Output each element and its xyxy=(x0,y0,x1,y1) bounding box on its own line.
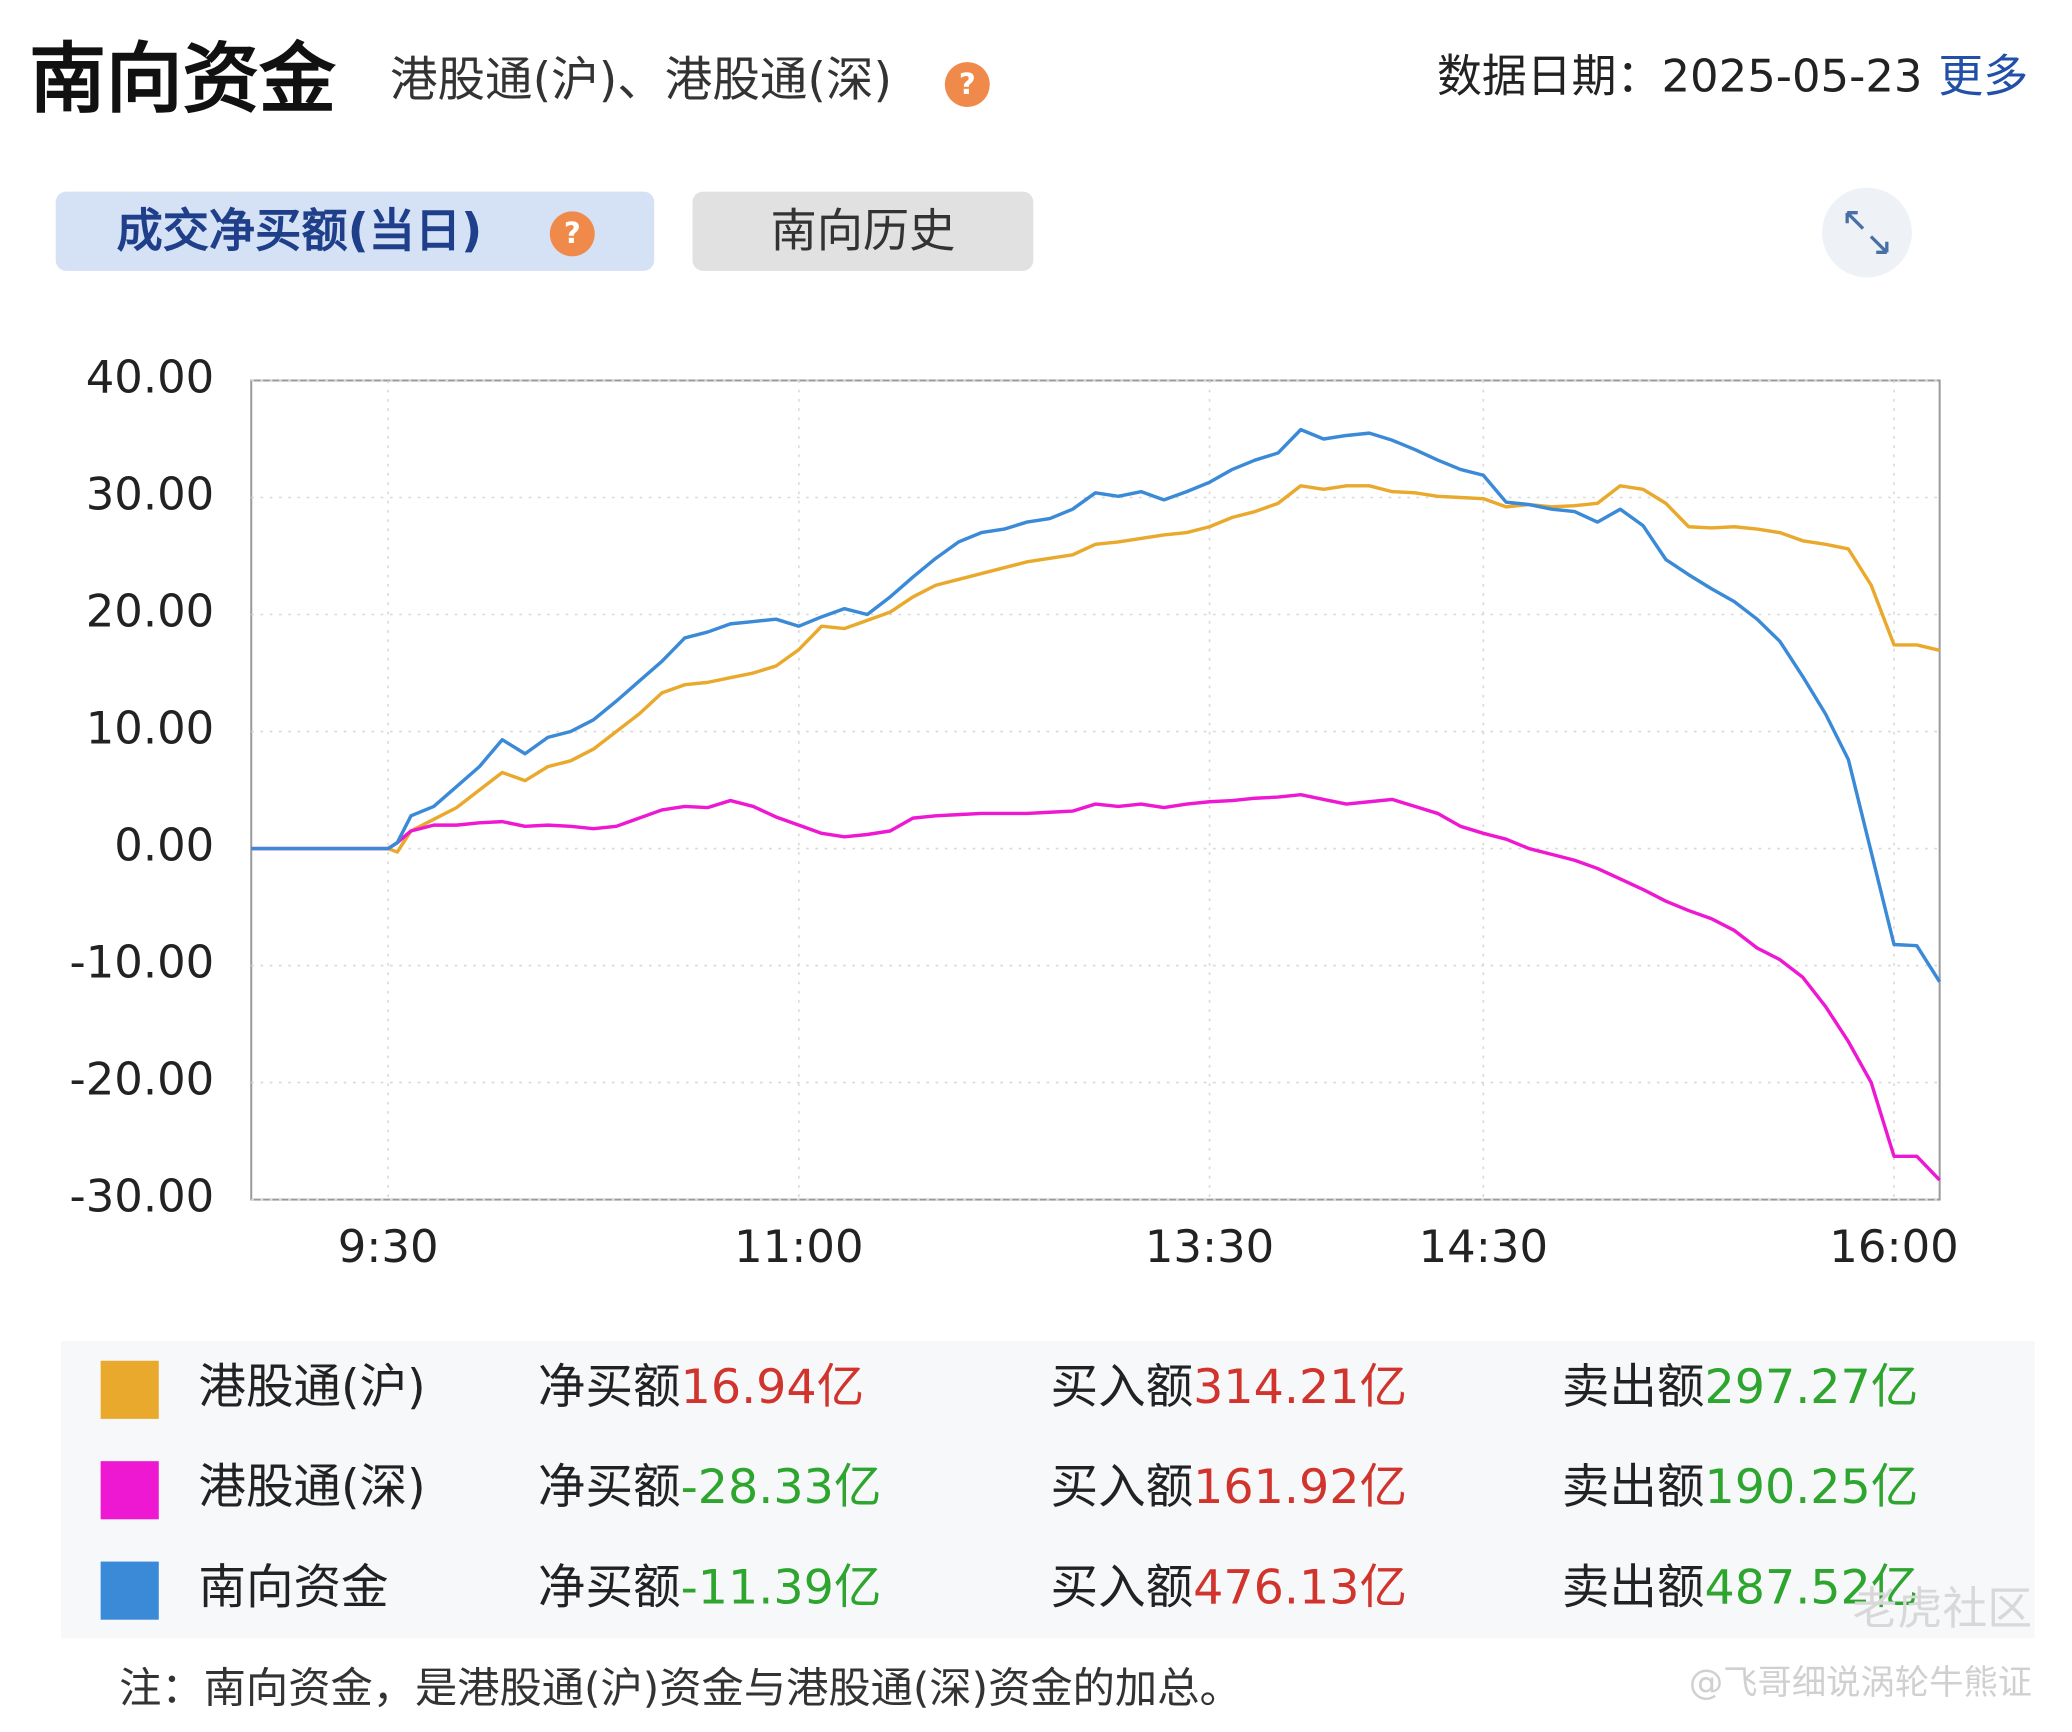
x-tick-label: 14:30 xyxy=(1419,1220,1548,1273)
stat: 卖出额190.25亿 xyxy=(1562,1460,1919,1515)
stat-label: 净买额 xyxy=(538,1561,681,1616)
date: 数据日期：2025-05-23 xyxy=(1437,49,1923,102)
stat: 买入额476.13亿 xyxy=(1051,1561,1408,1616)
stat-label: 买入额 xyxy=(1051,1561,1194,1616)
help-icon-text[interactable]: ? xyxy=(564,216,581,250)
legend-swatch xyxy=(100,1360,159,1419)
y-tick-label: 20.00 xyxy=(86,585,215,638)
series-line xyxy=(251,792,1941,1182)
y-tick-label: -30.00 xyxy=(69,1170,214,1223)
help-icon-text[interactable]: ? xyxy=(959,67,976,101)
stat-label: 卖出额 xyxy=(1562,1360,1705,1415)
note: 注：南向资金，是港股通(沪)资金与港股通(深)资金的加总。 xyxy=(119,1664,1242,1713)
stat-label: 净买额 xyxy=(538,1460,681,1515)
y-tick-label: 30.00 xyxy=(86,467,215,520)
x-tick-label: 9:30 xyxy=(338,1220,439,1273)
x-tick-label: 13:30 xyxy=(1145,1220,1274,1273)
subtitle: 港股通(沪)、港股通(深) xyxy=(390,53,892,108)
stat: 净买额-11.39亿 xyxy=(538,1561,881,1616)
stat-label: 买入额 xyxy=(1051,1460,1194,1515)
stat: 净买额-28.33亿 xyxy=(538,1460,881,1515)
y-tick-label: -20.00 xyxy=(69,1053,214,1106)
date-value: 2025-05-23 xyxy=(1661,49,1922,102)
watermark: 老虎社区 xyxy=(1853,1582,2033,1635)
stat-value: 297.27亿 xyxy=(1704,1360,1918,1415)
tab-label[interactable]: 成交净买额(当日) xyxy=(116,203,482,257)
stat: 净买额16.94亿 xyxy=(538,1360,864,1415)
help-icon[interactable] xyxy=(944,62,990,108)
plot: 40.00 30.00 20.00 10.00 0.00 -10.00 -20.00 -30.… xyxy=(69,350,1958,1272)
stat-value: 314.21亿 xyxy=(1193,1360,1407,1415)
series-line xyxy=(251,427,1942,983)
stat-value: 16.94亿 xyxy=(681,1360,865,1415)
stat-label: 净买额 xyxy=(538,1360,681,1415)
legend-swatch xyxy=(100,1461,159,1520)
x-tick-label: 11:00 xyxy=(734,1220,863,1273)
x-tick-label: 16:00 xyxy=(1829,1220,1958,1273)
series-line xyxy=(251,484,1941,854)
y-tick-label: 40.00 xyxy=(86,350,215,403)
legend-label: 港股通(深) xyxy=(198,1460,425,1515)
legend-panel xyxy=(61,1340,2035,1639)
stat-value: -11.39亿 xyxy=(681,1561,882,1616)
stat-value: -28.33亿 xyxy=(681,1460,882,1515)
tab-label[interactable]: 南向历史 xyxy=(770,203,955,257)
legend-label: 南向资金 xyxy=(198,1561,388,1616)
y-tick-label: 0.00 xyxy=(114,819,214,872)
more-link[interactable]: 更多 xyxy=(1938,49,2028,102)
legend: 港股通(沪) 净买额16.94亿 买入额314.21亿 卖出额297.27亿港股通(深… xyxy=(100,1360,1919,1620)
stat-value: 487.52亿 xyxy=(1704,1561,1918,1616)
stat-value: 161.92亿 xyxy=(1193,1460,1407,1515)
tab[interactable] xyxy=(692,191,1034,271)
stat-value: 476.13亿 xyxy=(1193,1561,1407,1616)
date-label: 数据日期： xyxy=(1437,49,1662,102)
page-title: 南向资金 xyxy=(29,36,336,125)
plot-frame xyxy=(250,379,1941,1201)
stat: 买入额314.21亿 xyxy=(1051,1360,1408,1415)
stat: 卖出额297.27亿 xyxy=(1562,1360,1919,1415)
expand-icon[interactable] xyxy=(1845,211,1889,254)
y-tick-label: -10.00 xyxy=(69,936,214,989)
expand-button[interactable] xyxy=(1822,187,1912,278)
stat-label: 卖出额 xyxy=(1562,1561,1705,1616)
y-tick-label: 10.00 xyxy=(86,702,215,755)
legend-label: 港股通(沪) xyxy=(198,1360,425,1415)
stat-label: 卖出额 xyxy=(1562,1460,1705,1515)
stat: 卖出额487.52亿 xyxy=(1562,1561,1919,1616)
stat-value: 190.25亿 xyxy=(1704,1460,1918,1515)
stat: 买入额161.92亿 xyxy=(1051,1460,1408,1515)
legend-swatch xyxy=(100,1561,159,1620)
help-icon[interactable] xyxy=(549,211,595,257)
tab-active[interactable] xyxy=(55,191,655,271)
watermark: @飞哥细说涡轮牛熊证 xyxy=(1689,1663,2032,1703)
stat-label: 买入额 xyxy=(1051,1360,1194,1415)
